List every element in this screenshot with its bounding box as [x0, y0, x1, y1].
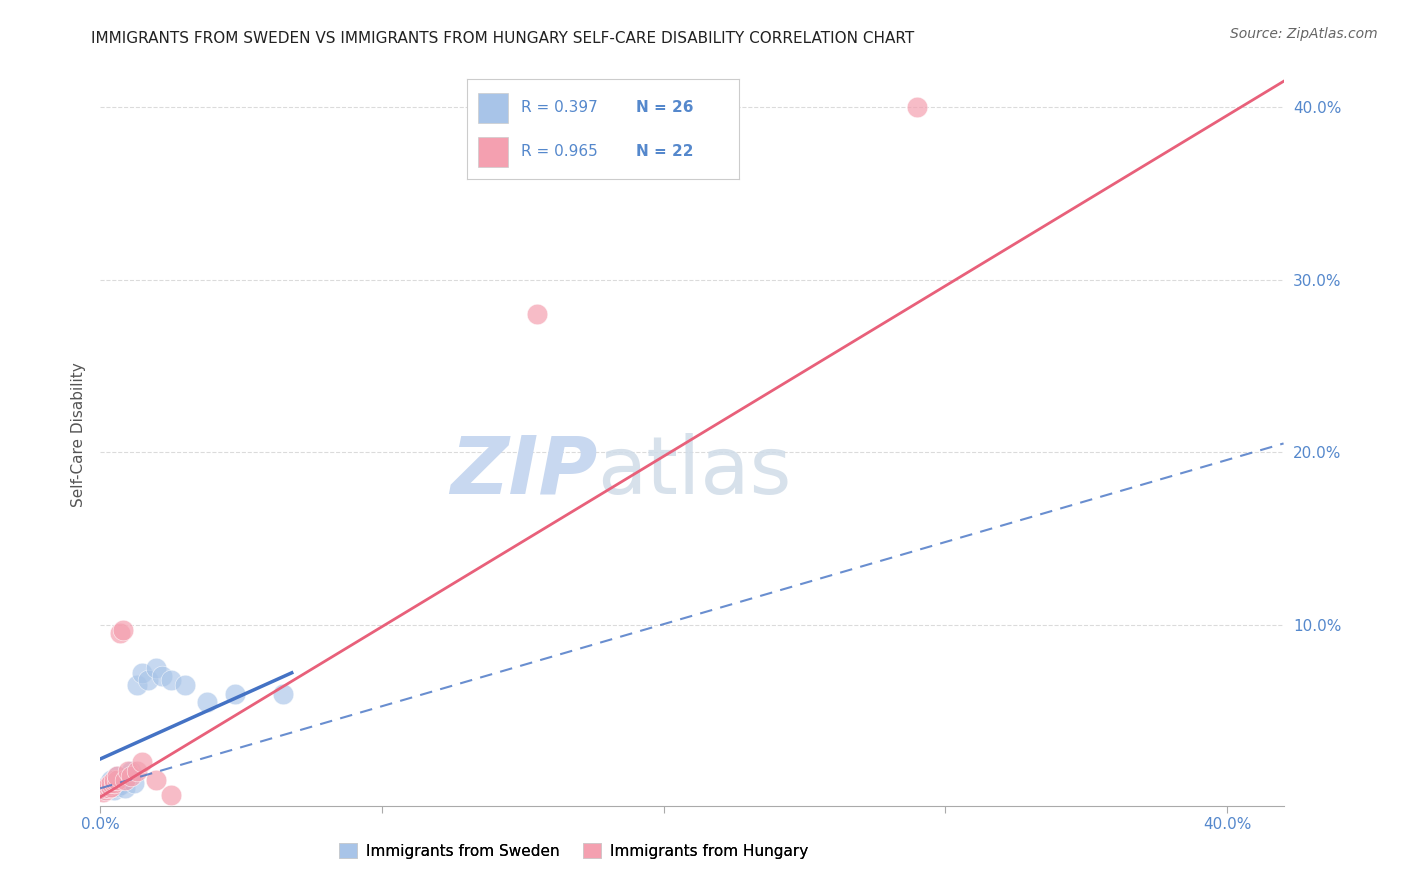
Point [159, 789, 181, 803]
Point [526, 307, 548, 321]
Point [117, 769, 139, 783]
Text: Source: ZipAtlas.com: Source: ZipAtlas.com [1230, 27, 1378, 41]
Point [97, 776, 120, 790]
Y-axis label: Self-Care Disability: Self-Care Disability [72, 362, 86, 508]
Point [108, 778, 131, 792]
Point [159, 673, 181, 687]
Point [105, 772, 128, 787]
Point [105, 769, 128, 783]
Point [120, 764, 142, 778]
Text: IMMIGRANTS FROM SWEDEN VS IMMIGRANTS FROM HUNGARY SELF-CARE DISABILITY CORRELATI: IMMIGRANTS FROM SWEDEN VS IMMIGRANTS FRO… [91, 31, 915, 46]
Text: ZIP: ZIP [450, 433, 598, 511]
Point [94, 783, 117, 797]
Point [103, 776, 125, 790]
Point [120, 769, 142, 783]
Point [100, 772, 122, 787]
Point [114, 781, 136, 796]
Point [97, 778, 120, 792]
Point [105, 780, 128, 794]
Point [97, 780, 120, 794]
Point [131, 665, 153, 680]
Point [173, 678, 195, 692]
Point [105, 769, 128, 783]
Point [100, 781, 122, 796]
Point [108, 626, 131, 640]
Point [111, 623, 134, 637]
Point [145, 772, 167, 787]
Point [145, 660, 167, 674]
Text: atlas: atlas [598, 433, 792, 511]
Point [103, 776, 125, 790]
Point [111, 772, 134, 787]
Point [97, 781, 120, 796]
Point [136, 673, 159, 687]
Point [224, 686, 246, 700]
Point [91, 785, 114, 799]
Point [905, 100, 928, 114]
Point [117, 764, 139, 778]
Point [150, 669, 173, 683]
Legend: Immigrants from Sweden, Immigrants from Hungary: Immigrants from Sweden, Immigrants from … [332, 837, 814, 864]
Point [195, 695, 218, 709]
Point [125, 764, 148, 778]
Point [271, 686, 294, 700]
Point [100, 776, 122, 790]
Point [125, 678, 148, 692]
Point [114, 772, 136, 787]
Point [131, 756, 153, 770]
Point [103, 772, 125, 787]
Point [100, 780, 122, 794]
Point [91, 781, 114, 796]
Point [94, 781, 117, 796]
Point [94, 783, 117, 797]
Point [122, 776, 145, 790]
Point [103, 783, 125, 797]
